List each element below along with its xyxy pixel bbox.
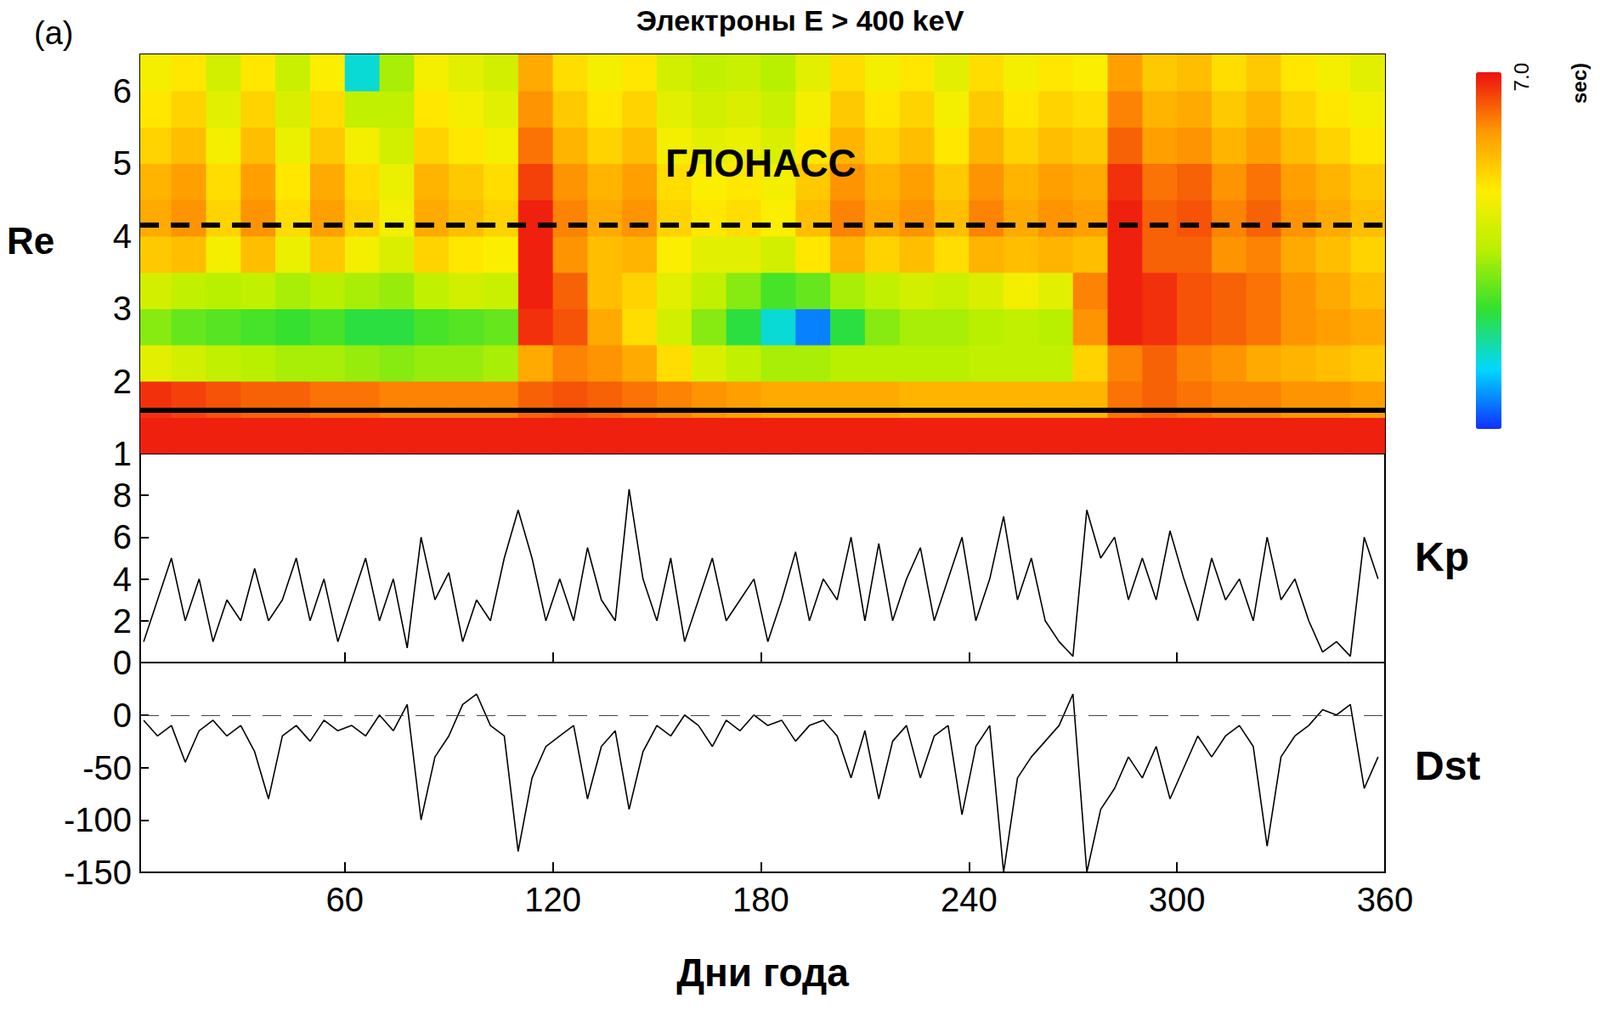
svg-text:Электроны E > 400 keV: Электроны E > 400 keV [636, 4, 965, 37]
svg-text:180: 180 [732, 881, 790, 919]
svg-text:360: 360 [1356, 881, 1414, 919]
svg-text:5: 5 [113, 144, 132, 182]
svg-text:-100: -100 [63, 801, 132, 839]
svg-text:0: 0 [113, 644, 132, 682]
svg-text:(a): (a) [33, 15, 74, 51]
svg-text:4: 4 [113, 217, 132, 255]
svg-text:0: 0 [113, 696, 132, 735]
svg-text:6: 6 [113, 72, 132, 110]
svg-text:2: 2 [113, 362, 132, 401]
svg-text:60: 60 [326, 881, 365, 919]
svg-text:Kp: Kp [1414, 534, 1470, 580]
svg-text:ГЛОНАСС: ГЛОНАСС [665, 141, 857, 186]
svg-text:300: 300 [1148, 881, 1206, 919]
svg-text:4: 4 [113, 560, 132, 599]
svg-text:240: 240 [940, 881, 998, 919]
svg-text:Re: Re [6, 220, 55, 262]
svg-text:7.0: 7.0 [1509, 62, 1533, 91]
svg-text:Dst: Dst [1414, 743, 1481, 789]
svg-text:-50: -50 [82, 749, 132, 787]
svg-text:2: 2 [113, 602, 132, 640]
svg-text:3: 3 [113, 289, 132, 328]
svg-text:1: 1 [113, 435, 132, 473]
svg-text:8: 8 [113, 476, 132, 515]
svg-text:6: 6 [113, 518, 132, 556]
svg-text:sec): sec) [1567, 62, 1591, 104]
svg-text:-150: -150 [63, 853, 132, 892]
svg-text:Дни года: Дни года [676, 950, 849, 996]
svg-text:120: 120 [524, 881, 582, 919]
